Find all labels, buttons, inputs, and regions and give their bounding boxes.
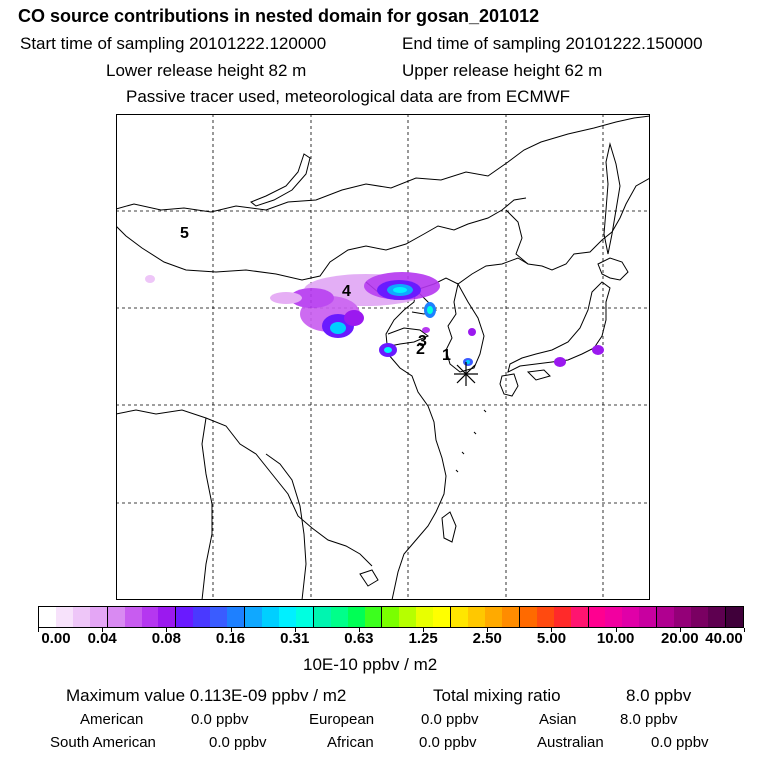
american-value: 0.0 ppbv — [191, 711, 249, 728]
colorbar-segment — [72, 607, 90, 627]
source-label-2: 2 — [416, 341, 425, 358]
colorbar-segment — [210, 607, 228, 627]
colorbar-tick-label: 0.04 — [87, 630, 117, 647]
grid-lines — [116, 114, 650, 600]
colorbar-segment — [639, 607, 657, 627]
colorbar-segment — [347, 607, 365, 627]
colorbar-tick — [102, 628, 104, 632]
source-label-1: 1 — [442, 347, 451, 364]
colorbar-segment — [484, 607, 502, 627]
colorbar-tick-label: 0.00 — [41, 630, 71, 647]
asian-value: 8.0 ppbv — [620, 711, 678, 728]
australian-label: Australian — [537, 734, 604, 751]
colorbar-tick — [615, 628, 617, 632]
colorbar-tick-label: 20.00 — [661, 630, 699, 647]
colorbar-tick — [679, 628, 681, 632]
start-time: Start time of sampling 20101222.120000 — [20, 34, 327, 53]
colorbar-segment — [674, 607, 692, 627]
colorbar-tick-label: 0.63 — [344, 630, 374, 647]
total-mixing-ratio-value: 8.0 ppbv — [626, 686, 692, 705]
asian-label: Asian — [539, 711, 577, 728]
colorbar-tick — [38, 628, 39, 632]
plot-title: CO source contributions in nested domain… — [18, 6, 540, 26]
colorbar-segment — [536, 607, 554, 627]
colorbar-tick — [551, 628, 553, 632]
colorbar-segment — [124, 607, 142, 627]
maximum-value: Maximum value 0.113E-09 ppbv / m2 — [66, 686, 347, 705]
colorbar-segment — [518, 607, 537, 627]
south-american-value: 0.0 ppbv — [209, 734, 267, 751]
colorbar-segment — [141, 607, 159, 627]
african-value: 0.0 ppbv — [419, 734, 477, 751]
european-value: 0.0 ppbv — [421, 711, 479, 728]
colorbar-tick-label: 1.25 — [408, 630, 438, 647]
tracer-note: Passive tracer used, meteorological data… — [126, 87, 571, 106]
colorbar-units: 10E-10 ppbv / m2 — [303, 655, 438, 674]
colorbar-segment — [39, 607, 56, 627]
colorbar-tick-label: 5.00 — [536, 630, 567, 647]
colorbar-segment — [587, 607, 606, 627]
african-label: African — [327, 734, 374, 751]
colorbar-tick — [744, 628, 745, 632]
end-time: End time of sampling 20101222.150000 — [402, 34, 703, 53]
colorbar-segment — [175, 607, 194, 627]
colorbar-segment — [416, 607, 434, 627]
colorbar — [38, 606, 744, 628]
colorbar-segment — [261, 607, 279, 627]
source-contribution-map: 5 4 3 2 1 — [116, 114, 650, 600]
colorbar-segment — [295, 607, 313, 627]
colorbar-segment — [570, 607, 588, 627]
receptor-marker-icon — [454, 362, 478, 386]
australian-value: 0.0 ppbv — [651, 734, 709, 751]
colorbar-segment — [278, 607, 296, 627]
total-mixing-ratio-label: Total mixing ratio — [433, 686, 561, 705]
upper-release-height: Upper release height 62 m — [402, 61, 603, 80]
colorbar-segment — [656, 607, 675, 627]
colorbar-segment — [468, 607, 485, 627]
colorbar-segment — [106, 607, 125, 627]
colorbar-tick-label: 2.50 — [472, 630, 502, 647]
colorbar-segment — [605, 607, 623, 627]
source-label-3: 3 — [418, 333, 427, 350]
colorbar-tick — [230, 628, 232, 632]
lower-release-height: Lower release height 82 m — [106, 61, 307, 80]
colorbar-tick-label: 0.08 — [151, 630, 181, 647]
colorbar-segment — [501, 607, 519, 627]
colorbar-segment — [312, 607, 331, 627]
colorbar-tick — [487, 628, 489, 632]
colorbar-tick — [358, 628, 360, 632]
colorbar-tick-label: 10.00 — [596, 630, 635, 647]
colorbar-segment — [399, 607, 417, 627]
colorbar-segment — [364, 607, 382, 627]
south-american-label: South American — [50, 734, 156, 751]
coastline — [116, 115, 650, 600]
colorbar-segment — [244, 607, 262, 627]
source-label-5: 5 — [180, 225, 189, 242]
colorbar-tick-label: 40.00 — [705, 630, 743, 647]
colorbar-tick — [166, 628, 168, 632]
colorbar-segment — [707, 607, 725, 627]
colorbar-segment — [691, 607, 708, 627]
colorbar-segment — [158, 607, 176, 627]
american-label: American — [80, 711, 144, 728]
colorbar-segment — [724, 607, 743, 627]
colorbar-tick — [294, 628, 296, 632]
colorbar-tick — [423, 628, 425, 632]
colorbar-segment — [381, 607, 400, 627]
colorbar-segment — [330, 607, 348, 627]
colorbar-segment — [89, 607, 107, 627]
colorbar-tick-label: 0.16 — [215, 630, 246, 647]
colorbar-segment — [622, 607, 640, 627]
colorbar-segment — [55, 607, 73, 627]
colorbar-segment — [227, 607, 245, 627]
european-label: European — [309, 711, 375, 728]
colorbar-segment — [433, 607, 451, 627]
source-label-4: 4 — [342, 283, 351, 300]
colorbar-tick-label: 0.31 — [280, 630, 310, 647]
colorbar-segment — [193, 607, 211, 627]
colorbar-segment — [450, 607, 469, 627]
contribution-plume — [145, 272, 604, 367]
colorbar-segment — [553, 607, 571, 627]
